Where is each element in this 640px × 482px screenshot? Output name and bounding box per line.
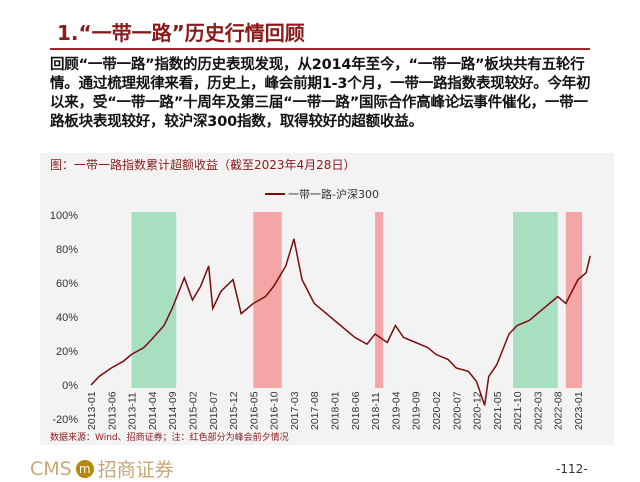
- x-tick-label: 2018-11: [370, 392, 382, 430]
- y-tick-label: 80%: [56, 244, 78, 256]
- x-tick-label: 2022-08: [553, 391, 565, 430]
- page-title: 1.“一带一路”历史行情回顾: [57, 21, 305, 45]
- x-tick-label: 2020-07: [451, 391, 463, 430]
- x-tick-label: 2015-07: [208, 391, 220, 430]
- x-tick-label: 2018-01: [330, 391, 342, 430]
- shaded-region: [375, 212, 384, 388]
- x-tick-label: 2017-03: [289, 391, 301, 430]
- series-line: [90, 238, 591, 406]
- shaded-region: [253, 212, 282, 388]
- x-tick-label: 2022-03: [532, 391, 544, 430]
- x-tick-label: 2021-10: [512, 391, 524, 430]
- y-tick-label: -20%: [52, 414, 78, 426]
- shaded-region: [131, 212, 177, 388]
- chart-caption: 图：一带一路指数累计超额收益（截至2023年4月28日）: [50, 158, 356, 172]
- y-tick-label: 100%: [50, 210, 78, 222]
- x-tick-label: 2019-04: [390, 391, 402, 430]
- body-paragraph: 回顾“一带一路”指数的历史表现发现，从2014年至今，“一带一路”板块共有五轮行…: [50, 57, 591, 130]
- shaded-region: [565, 212, 583, 388]
- x-tick-label: 2014-04: [147, 391, 159, 430]
- y-tick-label: 0%: [62, 380, 78, 392]
- y-tick-label: 60%: [56, 278, 78, 290]
- x-tick-label: 2013-01: [86, 391, 98, 430]
- x-tick-label: 2023-01: [573, 391, 585, 430]
- x-tick-label: 2013-11: [127, 392, 139, 430]
- x-tick-label: 2015-02: [187, 391, 199, 430]
- x-tick-label: 2020-12: [472, 391, 484, 430]
- x-tick-label: 2016-10: [269, 391, 281, 430]
- x-tick-label: 2014-09: [167, 391, 179, 430]
- logo: CMS m 招商证券: [30, 457, 174, 482]
- x-tick-label: 2018-06: [350, 391, 362, 430]
- y-tick-label: 40%: [56, 312, 78, 324]
- x-tick-label: 2016-05: [248, 391, 260, 430]
- x-tick-label: 2020-02: [431, 391, 443, 430]
- title-divider: [50, 48, 590, 50]
- source-note: 数据来源：Wind、招商证券；注：红色部分为峰会前夕情况: [50, 433, 289, 443]
- shaded-region: [513, 212, 558, 388]
- x-tick-label: 2021-05: [492, 391, 504, 430]
- x-tick-label: 2019-09: [411, 391, 423, 430]
- x-tick-label: 2013-06: [106, 391, 118, 430]
- x-tick-label: 2017-08: [309, 391, 321, 430]
- logo-mark-icon: m: [75, 459, 94, 478]
- page-number: -112-: [556, 462, 588, 476]
- legend-label: 一带一路-沪深300: [288, 187, 379, 201]
- x-tick-label: 2015-12: [228, 391, 240, 430]
- y-tick-label: 20%: [56, 346, 78, 358]
